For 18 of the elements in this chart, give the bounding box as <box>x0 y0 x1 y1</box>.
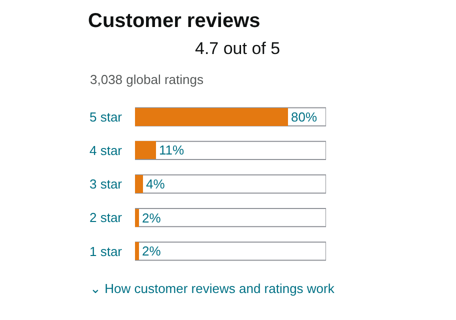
y-tick-label: 5 star <box>89 109 123 124</box>
bar <box>135 141 156 159</box>
data-label: 80% <box>291 110 318 124</box>
text: ⌄ How customer reviews and ratings work <box>90 281 335 296</box>
chart-title: Customer reviews <box>88 10 260 32</box>
y-tick-label: 2 star <box>89 210 123 226</box>
bar <box>135 242 139 260</box>
data-label: 11% <box>159 142 184 158</box>
y-tick-label: 1 star <box>89 244 123 259</box>
data-label: 2% <box>142 210 162 226</box>
data-label: 2% <box>142 244 162 258</box>
bar <box>135 209 139 227</box>
chart-subtitle: 4.7 out of 5 <box>195 39 280 58</box>
y-tick-label: 3 star <box>89 176 123 192</box>
bar <box>135 175 143 193</box>
data-label: 4% <box>146 176 166 192</box>
y-tick-label: 4 star <box>89 142 123 158</box>
text: 3,038 global ratings <box>90 72 204 87</box>
